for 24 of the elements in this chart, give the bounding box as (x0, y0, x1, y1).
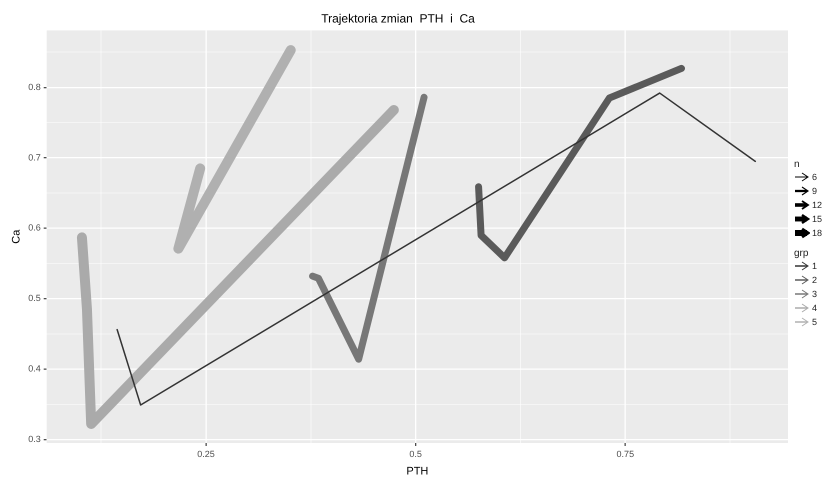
x-tick-label: 0.75 (616, 448, 634, 459)
legend-label: 3 (812, 289, 818, 299)
x-tick-label: 0.5 (409, 448, 422, 459)
chart-title: Trajektoria zmian PTH i Ca (321, 12, 476, 26)
text: 6 (812, 172, 818, 182)
legend-title: grp (794, 248, 810, 259)
y-tick-label: 0.5 (28, 293, 41, 304)
legend-label: 4 (812, 303, 818, 313)
y-tick-label: 0.8 (28, 82, 41, 92)
legend-label: 5 (812, 317, 818, 327)
x-tick-label: 0.25 (197, 448, 215, 459)
text: 9 (812, 186, 818, 196)
x-axis-title: PTH (406, 465, 428, 478)
y-tick-label: 0.6 (28, 222, 41, 233)
y-tick-label: 0.7 (28, 152, 41, 162)
text: 15 (812, 214, 822, 224)
y-tick-label: 0.4 (28, 364, 41, 374)
y-axis-title: Ca (10, 228, 23, 244)
legend-label: 1 (812, 261, 818, 271)
text: 18 (812, 228, 822, 238)
text: n (794, 159, 801, 170)
legend-label: 2 (812, 275, 818, 285)
text: 12 (812, 200, 822, 210)
y-tick-label: 0.3 (28, 434, 41, 444)
